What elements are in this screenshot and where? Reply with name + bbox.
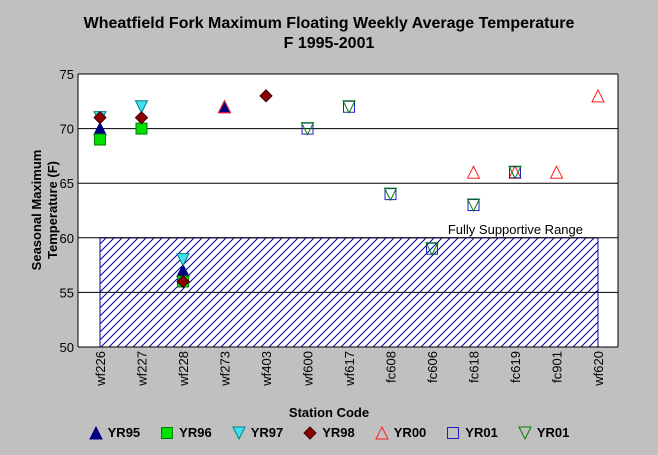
legend-marker-yr96 <box>161 426 174 439</box>
supportive-range-label: Fully Supportive Range <box>448 222 583 237</box>
legend-item-yr00: YR00 <box>374 425 427 440</box>
x-tick-label-wf227: wf227 <box>135 351 150 387</box>
x-tick-label-fc619: fc619 <box>508 351 523 383</box>
legend-label: YR01 <box>465 425 498 440</box>
y-tick-label-50: 50 <box>60 340 74 355</box>
point-yr00-fc901 <box>549 165 564 179</box>
point-yr01-fc618 <box>466 198 481 213</box>
legend-label: YR01 <box>536 425 570 440</box>
point-yr98-wf226 <box>93 110 107 125</box>
x-tick-label-fc901: fc901 <box>550 351 565 383</box>
legend-label: YR00 <box>393 425 427 440</box>
point-yr01-fc608 <box>383 187 398 202</box>
y-tick-label-75: 75 <box>60 67 74 82</box>
legend-item-yr96: YR96 <box>160 425 212 440</box>
legend-label: YR98 <box>322 425 355 440</box>
legend-marker-yr95 <box>88 425 103 439</box>
x-tick-label-wf403: wf403 <box>259 351 274 387</box>
legend-item-yr01: YR01 <box>518 425 570 440</box>
legend-item-yr95: YR95 <box>88 425 141 440</box>
point-yr01-wf600 <box>300 122 315 136</box>
point-yr97-wf227 <box>134 100 149 114</box>
legend-marker-icon <box>231 426 246 440</box>
legend-marker-icon <box>161 426 174 439</box>
legend-marker-icon <box>88 425 103 439</box>
x-tick-label-fc618: fc618 <box>467 351 482 383</box>
point-yr97-wf228 <box>176 253 190 267</box>
legend-label: YR97 <box>250 425 284 440</box>
point-yr00-fc618 <box>466 165 481 179</box>
legend-marker-yr00 <box>374 425 389 439</box>
point-yr00-wf620 <box>591 88 605 103</box>
y-tick-label-65: 65 <box>60 176 74 191</box>
y-tick-label-60: 60 <box>60 231 74 246</box>
point-yr01-fc606 <box>425 242 439 256</box>
point-yr96-wf227 <box>135 122 148 135</box>
y-tick-label-70: 70 <box>60 122 74 137</box>
x-tick-label-wf228: wf228 <box>176 351 191 387</box>
x-tick-label-wf273: wf273 <box>218 351 233 387</box>
legend-label: YR95 <box>107 425 141 440</box>
point-yr98-wf227 <box>134 110 149 125</box>
legend-marker-icon <box>303 425 317 440</box>
legend-marker-icon <box>374 425 389 439</box>
point-yr98-wf403 <box>259 89 273 103</box>
x-tick-label-wf620: wf620 <box>591 351 606 387</box>
x-tick-label-fc606: fc606 <box>425 351 440 383</box>
legend-item-yr97: YR97 <box>231 425 284 440</box>
point-yr01-wf617 <box>342 100 356 114</box>
point-yr98-wf228 <box>176 274 190 289</box>
legend-marker-yr01 <box>447 426 460 439</box>
x-axis-label: Station Code <box>288 405 370 420</box>
x-tick-label-wf600: wf600 <box>301 351 316 387</box>
x-tick-label-wf617: wf617 <box>342 351 357 387</box>
legend-marker-yr98 <box>303 425 317 440</box>
point-yr01-fc619 <box>508 165 522 180</box>
chart-subtitle: F 1995-2001 <box>283 35 375 52</box>
chart-title: Wheatfield Fork Maximum Floating Weekly … <box>83 15 575 32</box>
y-tick-label-55: 55 <box>60 285 74 300</box>
x-tick-label-wf226: wf226 <box>93 351 108 387</box>
legend-marker-yr97 <box>231 426 246 440</box>
legend-item-yr98: YR98 <box>303 425 355 440</box>
legend: YR95 YR96 YR97 YR98 YR00 YR01 YR01 <box>0 425 658 440</box>
x-tick-label-fc608: fc608 <box>384 351 399 383</box>
legend-item-yr01: YR01 <box>446 425 498 440</box>
point-yr96-wf226 <box>94 133 106 146</box>
legend-label: YR96 <box>179 425 212 440</box>
legend-marker-icon <box>447 426 460 439</box>
point-yr00-wf273 <box>217 99 232 114</box>
legend-marker-yr01 <box>518 426 532 440</box>
legend-marker-icon <box>518 426 532 440</box>
